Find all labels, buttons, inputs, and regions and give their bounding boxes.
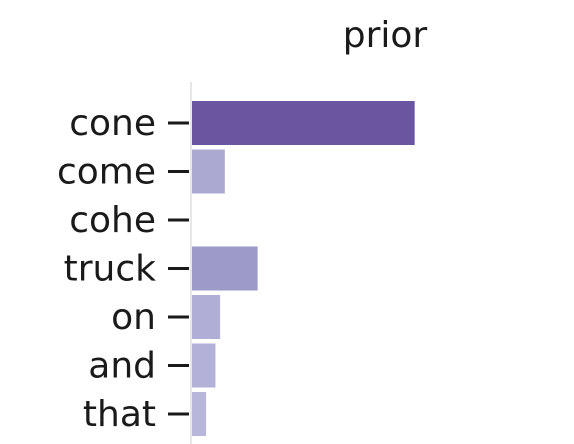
category-label-that: that	[83, 394, 156, 435]
category-label-cohe: cohe	[69, 200, 156, 241]
bar-that	[192, 392, 207, 436]
bars-group	[192, 101, 415, 436]
bar-and	[192, 343, 216, 388]
bar-truck	[192, 246, 258, 291]
category-label-cone: cone	[69, 103, 156, 144]
ticks-group	[168, 121, 189, 416]
category-label-truck: truck	[64, 249, 157, 290]
category-label-and: and	[88, 346, 156, 387]
chart-title: prior	[343, 15, 428, 56]
bar-cone	[192, 101, 415, 145]
category-label-come: come	[57, 152, 156, 193]
category-labels-group: cone come cohe truck on and that	[57, 103, 156, 435]
bar-on	[192, 295, 221, 339]
bar-come	[192, 149, 225, 194]
category-label-on: on	[111, 297, 156, 338]
